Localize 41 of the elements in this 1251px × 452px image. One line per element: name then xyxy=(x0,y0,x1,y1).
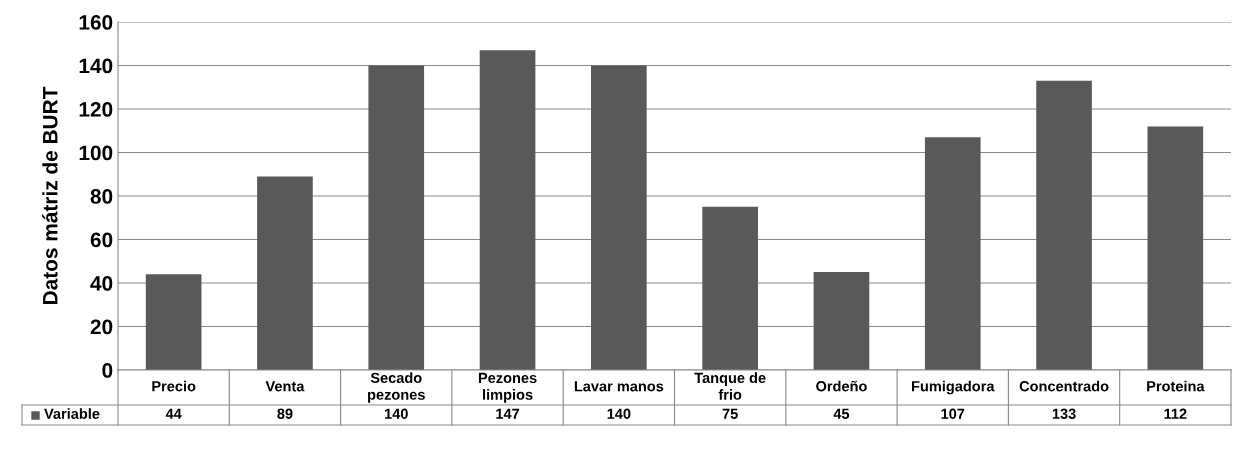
bar xyxy=(479,50,536,370)
data-label: 44 xyxy=(165,408,182,419)
bar xyxy=(1147,126,1204,370)
bar xyxy=(702,206,758,370)
bar xyxy=(1036,80,1092,370)
bar xyxy=(145,274,202,370)
data-label: 140 xyxy=(385,408,408,419)
bar xyxy=(368,65,425,370)
y-tick-label: 100 xyxy=(79,145,113,161)
x-tick-label: Secado pezones xyxy=(368,372,425,403)
x-tick-label: Fumigadora xyxy=(912,380,995,395)
x-tick-label: Concentrado xyxy=(1019,380,1109,392)
y-tick-label: 40 xyxy=(90,276,113,291)
bar xyxy=(924,137,981,370)
data-label: 75 xyxy=(722,408,738,419)
data-label: 140 xyxy=(607,408,631,419)
y-axis-title: Datos mátriz de BURT xyxy=(42,86,58,304)
y-tick-label: 140 xyxy=(79,58,113,74)
bar xyxy=(813,272,870,370)
bar xyxy=(591,65,647,370)
x-tick-label: Precio xyxy=(152,380,196,392)
y-tick-label: 20 xyxy=(90,319,113,335)
y-tick-label: 160 xyxy=(79,15,113,30)
x-tick-label: Proteina xyxy=(1147,380,1205,392)
y-tick-label: 0 xyxy=(102,363,113,378)
data-label: 147 xyxy=(496,408,520,419)
data-label: 112 xyxy=(1164,408,1187,419)
x-tick-label: Tanque de frio xyxy=(694,372,766,400)
x-tick-label: Lavar manos xyxy=(574,381,664,392)
legend-label: Variable xyxy=(44,408,100,419)
data-label: 107 xyxy=(941,408,965,419)
data-label: 89 xyxy=(277,408,293,419)
y-tick-label: 60 xyxy=(90,232,113,248)
data-label: 133 xyxy=(1052,408,1076,419)
y-tick-label: 80 xyxy=(90,189,113,204)
x-tick-label: Venta xyxy=(265,381,305,392)
bar xyxy=(257,176,313,370)
y-tick-label: 120 xyxy=(79,102,113,117)
x-tick-label: Ordeño xyxy=(816,380,867,392)
x-tick-label: Pezones limpios xyxy=(478,372,537,403)
data-label: 45 xyxy=(833,408,850,419)
